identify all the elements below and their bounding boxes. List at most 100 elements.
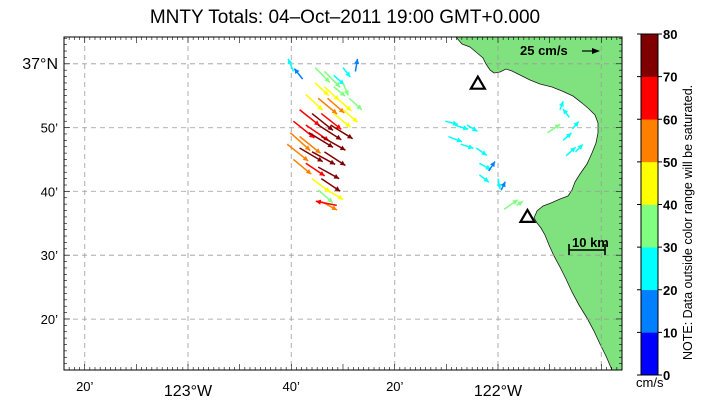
x-tick-label: 122°W: [474, 383, 523, 400]
current-vector: [333, 112, 351, 128]
current-vector: [333, 86, 346, 97]
current-vector: [516, 200, 524, 207]
x-tick-label: 123°W: [164, 383, 213, 400]
colorbar-swatch: [641, 76, 658, 120]
y-tick-label: 30’: [41, 248, 58, 263]
current-vector: [460, 143, 474, 150]
current-vector: [562, 108, 570, 118]
current-vector: [562, 132, 572, 141]
current-vector: [466, 124, 478, 132]
colorbar-swatch: [641, 289, 658, 333]
current-vector: [289, 132, 311, 152]
y-tick-label: 20’: [41, 312, 58, 327]
x-tick-label: 40’: [283, 379, 300, 394]
colorbar-note: NOTE: Data outside color range will be s…: [681, 85, 695, 360]
colorbar-tick-label: 70: [663, 70, 677, 85]
current-vector: [317, 124, 342, 141]
scale-bar-label: 10 km: [572, 235, 609, 250]
current-vector: [323, 151, 346, 167]
colorbar-tick-label: 0: [663, 368, 670, 383]
current-vector: [342, 109, 359, 123]
colorbar-swatch: [641, 161, 658, 205]
current-vector: [327, 189, 344, 201]
current-vector: [488, 161, 496, 172]
colorbar-swatch: [641, 119, 658, 163]
current-vector: [574, 143, 584, 153]
colorbar-tick-label: 80: [663, 27, 677, 42]
colorbar-tick-label: 50: [663, 155, 677, 170]
current-vector: [317, 189, 334, 204]
current-vector: [311, 151, 336, 166]
current-vector: [330, 124, 354, 140]
current-vector: [305, 162, 326, 177]
map-title: MNTY Totals: 04–Oct–2011 19:00 GMT+0.000: [150, 7, 540, 28]
current-vector: [299, 109, 321, 127]
colorbar-swatch: [641, 332, 658, 376]
current-vector: [308, 132, 334, 149]
current-vector: [320, 112, 342, 130]
current-vector: [286, 143, 309, 162]
current-vector: [354, 58, 360, 72]
current-vector: [320, 135, 346, 151]
current-vector: [478, 174, 490, 183]
colorbar-tick-label: 20: [663, 283, 677, 298]
x-tick-label: 20’: [386, 379, 403, 394]
current-vector: [292, 120, 315, 139]
current-vector: [342, 67, 351, 78]
current-vectors: [286, 58, 584, 211]
map-ocean: [64, 37, 622, 370]
current-vector: [500, 181, 506, 191]
current-vector: [299, 135, 322, 154]
scale-arrow-label: 25 cm/s: [520, 43, 568, 58]
current-vector: [503, 199, 519, 210]
current-vector: [314, 67, 331, 83]
site-markers: [468, 74, 537, 223]
radar-site-marker: [468, 74, 487, 90]
current-vector: [336, 97, 352, 112]
current-vector: [323, 70, 341, 88]
current-vector: [342, 82, 349, 96]
coastline-land: [455, 37, 622, 370]
colorbar-tick-label: 30: [663, 240, 677, 255]
current-vector: [496, 178, 502, 190]
radar-site-marker: [518, 207, 537, 223]
current-vector: [299, 147, 324, 163]
colorbar-tick-label: 10: [663, 325, 677, 340]
frame-ticks: [63, 37, 623, 371]
y-tick-label: 40’: [41, 184, 58, 199]
colorbar-swatch: [641, 204, 658, 248]
current-vector: [565, 146, 577, 157]
current-vector: [547, 123, 561, 134]
axis-labels: 20’ 123°W 40’ 20’ 122°W 37°N 50’ 40’ 30’ 20’: [22, 56, 523, 400]
colorbar-swatch: [641, 247, 658, 291]
current-vector: [327, 97, 345, 114]
current-vector: [292, 158, 312, 175]
y-tick-label: 37°N: [22, 56, 58, 73]
current-vector: [317, 97, 338, 115]
colorbar-tick-label: 60: [663, 112, 677, 127]
colorbar-unit: cm/s: [636, 375, 664, 390]
current-vector: [445, 120, 459, 126]
y-tick-label: 50’: [41, 121, 58, 136]
scale-arrow: 25 cm/s: [520, 43, 600, 58]
current-vector: [287, 58, 295, 72]
scale-bar: 10 km: [568, 235, 609, 255]
current-vector: [571, 121, 580, 130]
current-vector: [305, 93, 324, 111]
colorbar: 0 10 20 30 40 50 60 70 80 cm/s NOTE: Data outsid…: [636, 27, 695, 390]
current-vector: [454, 124, 469, 131]
current-vector: [314, 82, 330, 97]
current-vector: [448, 135, 463, 143]
colorbar-swatch: [641, 34, 658, 77]
current-vector: [311, 112, 334, 131]
colorbar-tick-label: 40: [663, 198, 677, 213]
current-vector: [348, 97, 363, 111]
current-vector: [293, 68, 304, 80]
current-vector: [475, 147, 488, 156]
graticule: [64, 37, 622, 370]
current-vector: [320, 177, 341, 192]
current-vector: [317, 166, 340, 180]
current-vector: [315, 199, 337, 207]
current-vector: [558, 101, 564, 110]
